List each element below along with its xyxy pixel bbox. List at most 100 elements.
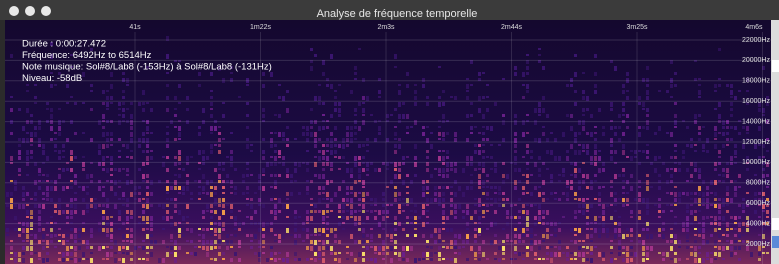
zoom-button[interactable] [41, 6, 51, 16]
spectrum-streak [438, 150, 441, 152]
side-panel-field[interactable] [772, 218, 779, 230]
spectrum-streak [514, 72, 517, 76]
spectrum-streak [10, 132, 13, 135]
spectrum-streak [342, 228, 345, 230]
spectrum-streak [486, 156, 489, 158]
minimize-button[interactable] [25, 6, 35, 16]
spectrum-streak [646, 228, 649, 231]
spectrum-streak [322, 168, 325, 171]
spectrum-streak [306, 192, 309, 195]
spectrum-streak [378, 168, 381, 172]
spectrum-streak [106, 246, 109, 248]
spectrum-streak [146, 144, 149, 148]
spectrum-streak [530, 204, 533, 207]
spectrum-streak [406, 186, 409, 188]
spectrum-streak [218, 174, 221, 179]
spectrum-streak [670, 156, 673, 159]
spectrum-streak [630, 174, 633, 178]
spectrum-streak [474, 144, 477, 147]
spectrum-streak [690, 174, 693, 178]
spectrum-streak [302, 126, 305, 129]
spectrum-streak [742, 126, 745, 129]
spectrum-streak [342, 210, 345, 213]
spectrum-streak [366, 174, 369, 176]
spectrum-streak [694, 198, 697, 203]
spectrum-streak [518, 228, 521, 230]
spectrum-streak [330, 252, 333, 255]
spectrum-streak [746, 216, 749, 220]
spectrum-streak [58, 174, 61, 179]
spectrum-streak [582, 144, 585, 149]
info-line: Niveau: -58dB [22, 73, 82, 84]
spectrum-streak [618, 234, 621, 237]
spectrum-streak [538, 210, 541, 215]
spectrum-streak [590, 114, 593, 118]
spectrum-streak [502, 246, 505, 251]
spectrum-streak [198, 72, 201, 76]
spectrum-streak [78, 240, 81, 242]
close-button[interactable] [9, 6, 19, 16]
spectrum-streak [618, 252, 621, 256]
spectrum-streak [50, 240, 53, 243]
spectrum-streak [662, 234, 665, 239]
spectrum-streak [238, 228, 241, 231]
spectrum-streak [198, 228, 201, 230]
spectrum-streak [322, 114, 325, 116]
spectrum-streak [538, 204, 541, 209]
spectrum-streak [466, 78, 469, 80]
spectrum-streak [406, 72, 409, 76]
spectrum-streak [522, 174, 525, 176]
spectrum-streak [246, 102, 249, 105]
spectrum-streak [274, 144, 277, 147]
spectrum-streak [182, 234, 185, 237]
spectrum-streak [598, 204, 601, 206]
spectrum-streak [674, 186, 677, 188]
spectrum-streak [178, 84, 181, 88]
spectrum-streak [270, 228, 273, 232]
spectrum-streak [406, 216, 409, 219]
spectrum-streak [574, 252, 577, 256]
spectrum-streak [506, 216, 509, 219]
spectrum-streak [166, 144, 169, 148]
spectrum-streak [146, 252, 149, 254]
spectrum-streak [706, 150, 709, 153]
spectrum-streak [390, 180, 393, 184]
spectrum-streak [326, 210, 329, 213]
spectrum-streak [610, 150, 613, 154]
spectrum-streak [358, 228, 361, 231]
spectrum-streak [170, 198, 173, 201]
spectrum-streak [334, 234, 337, 238]
time-label: 4m6s [745, 24, 763, 31]
spectrum-streak [738, 132, 741, 135]
spectrum-streak [150, 222, 153, 227]
spectrum-streak [86, 246, 89, 249]
spectrum-streak [338, 114, 341, 117]
spectrum-streak [198, 126, 201, 129]
spectrum-streak [534, 216, 537, 220]
spectrum-streak [190, 156, 193, 158]
spectrum-streak [106, 198, 109, 202]
spectrum-streak [474, 228, 477, 231]
spectrum-streak [538, 174, 541, 177]
spectrum-streak [734, 252, 737, 255]
spectrum-streak [530, 234, 533, 238]
side-panel-field[interactable] [772, 60, 779, 72]
spectrum-streak [34, 198, 37, 201]
spectrum-streak [674, 198, 677, 202]
spectrum-streak [622, 204, 625, 207]
spectrum-streak [18, 156, 21, 160]
spectrum-streak [70, 204, 73, 208]
spectrum-streak [42, 240, 45, 242]
spectrum-streak [282, 204, 285, 209]
spectrum-streak [150, 132, 153, 134]
side-panel-button[interactable] [772, 236, 779, 248]
spectrum-streak [130, 192, 133, 197]
spectrum-streak [446, 150, 449, 154]
spectrum-streak [474, 240, 477, 243]
spectrum-streak [230, 246, 233, 248]
spectrum-streak [418, 216, 421, 219]
spectrum-streak [654, 132, 657, 135]
spectrum-streak [722, 144, 725, 148]
spectrum-streak [346, 144, 349, 147]
spectrum-streak [66, 246, 69, 251]
